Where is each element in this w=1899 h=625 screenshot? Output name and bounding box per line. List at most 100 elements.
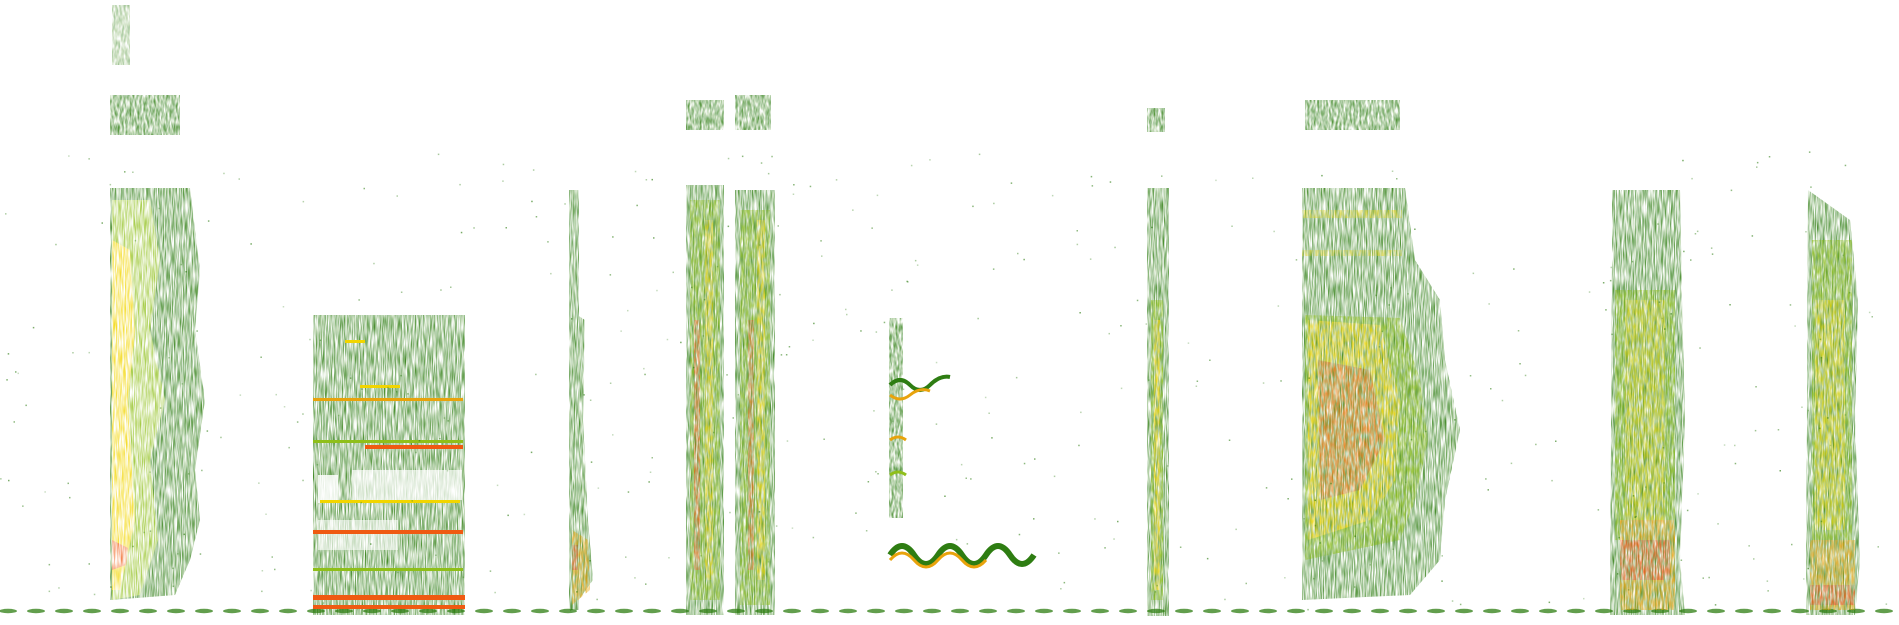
noise-speck (914, 259, 917, 262)
noise-speck (265, 513, 267, 515)
noise-speck (1686, 509, 1689, 512)
noise-speck (1807, 409, 1809, 412)
noise-speck (288, 446, 290, 449)
noise-speck (22, 505, 24, 507)
noise-speck (1354, 586, 1356, 588)
noise-speck (185, 271, 187, 273)
noise-speck (535, 373, 537, 376)
noise-speck (1755, 386, 1757, 388)
noise-speck (6, 379, 8, 381)
noise-speck (177, 553, 179, 555)
noise-speck (791, 527, 794, 529)
noise-speck (238, 178, 240, 180)
noise-speck (1548, 601, 1551, 604)
noise-speck (1033, 518, 1035, 520)
noise-speck (15, 371, 17, 373)
noise-speck (812, 339, 814, 341)
noise-speck (1617, 573, 1619, 575)
noise-speck (727, 157, 730, 160)
noise-speck (1060, 588, 1062, 590)
noise-speck (1120, 325, 1122, 327)
noise-speck (1396, 178, 1398, 180)
baseline-dash (475, 608, 493, 614)
noise-speck (1023, 258, 1025, 261)
baseline-dash (111, 608, 129, 614)
noise-speck (349, 377, 352, 379)
baseline-dash (83, 608, 101, 614)
noise-speck (966, 543, 969, 545)
noise-speck (1885, 603, 1888, 605)
noise-speck (1683, 250, 1685, 253)
noise-speck (653, 237, 655, 239)
noise-speck (415, 451, 417, 454)
noise-speck (993, 202, 995, 205)
noise-speck (1877, 546, 1879, 548)
noise-speck (58, 587, 60, 589)
noise-speck (1756, 161, 1759, 164)
noise-speck (143, 531, 145, 534)
segment-6 (1147, 108, 1169, 616)
noise-speck (1378, 346, 1381, 348)
baseline-dash (1203, 608, 1221, 614)
noise-speck (1113, 538, 1115, 540)
noise-speck (1365, 526, 1368, 528)
noise-speck (970, 478, 972, 480)
noise-speck (1114, 246, 1116, 249)
baseline-dash (1231, 608, 1249, 614)
noise-speck (387, 386, 389, 389)
noise-speck (955, 538, 958, 541)
noise-speck (32, 326, 35, 329)
noise-speck (1535, 443, 1537, 446)
noise-speck (760, 162, 763, 164)
noise-speck (1819, 427, 1821, 430)
baseline-dash (167, 608, 185, 614)
noise-speck (1829, 444, 1832, 447)
baseline-dash (867, 608, 885, 614)
noise-speck (275, 393, 277, 396)
noise-speck (1779, 470, 1781, 472)
noise-speck (7, 353, 10, 355)
noise-speck (1485, 478, 1487, 480)
noise-speck (916, 264, 919, 266)
baseline-dash (923, 608, 941, 614)
noise-speck (651, 457, 653, 459)
noise-speck (775, 525, 778, 527)
noise-speck (296, 421, 299, 423)
noise-speck (1472, 272, 1475, 275)
noise-speck (612, 434, 614, 436)
noise-speck (666, 338, 669, 341)
noise-speck (1405, 481, 1407, 484)
noise-speck (547, 241, 549, 243)
noise-speck (821, 255, 823, 257)
noise-speck (1392, 548, 1394, 550)
noise-speck (1789, 304, 1792, 306)
noise-speck (644, 373, 646, 376)
noise-speck (1696, 230, 1699, 233)
noise-speck (1766, 580, 1769, 582)
noise-speck (439, 437, 441, 440)
noise-speck (496, 484, 499, 487)
noise-speck (443, 417, 446, 419)
baseline-dash (27, 608, 45, 614)
noise-speck (877, 473, 879, 475)
noise-speck (302, 200, 305, 203)
noise-speck (507, 514, 509, 517)
noise-speck (440, 289, 442, 291)
noise-speck (1618, 536, 1620, 539)
noise-speck (1844, 414, 1847, 416)
baseline-dash (195, 608, 213, 614)
noise-speck (597, 487, 600, 489)
noise-speck (1108, 332, 1110, 335)
noise-speck (571, 318, 573, 320)
noise-speck (992, 268, 995, 270)
baseline-dash (1539, 608, 1557, 614)
noise-speck (1469, 375, 1472, 377)
noise-speck (396, 195, 398, 197)
noise-speck (1807, 567, 1809, 570)
noise-speck (1195, 385, 1198, 387)
noise-speck (1803, 578, 1805, 580)
noise-speck (1819, 338, 1822, 341)
noise-speck (1303, 518, 1305, 520)
noise-speck (1015, 376, 1018, 379)
noise-speck (25, 404, 27, 407)
